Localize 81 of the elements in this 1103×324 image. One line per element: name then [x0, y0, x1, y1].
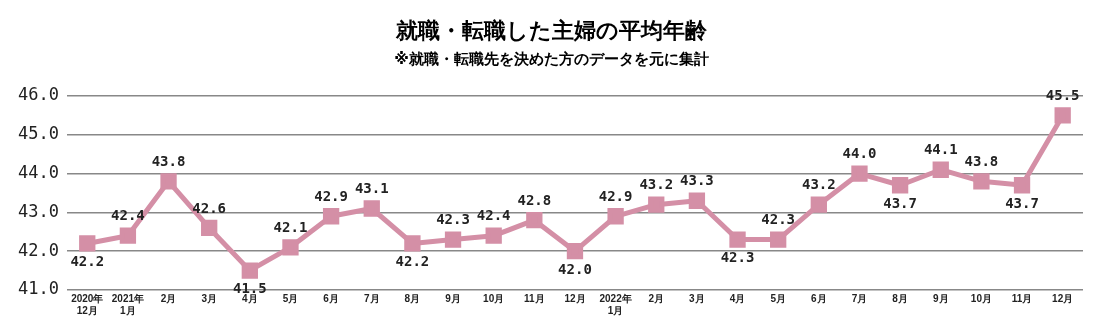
y-tick-label: 45.0: [17, 123, 59, 144]
x-tick-label: 5月: [282, 292, 299, 304]
x-tick-label: 10月: [483, 292, 505, 304]
data-label: 44.1: [923, 141, 958, 158]
chart-title: 就職・転職した主婦の平均年齢: [395, 17, 708, 45]
data-label: 43.2: [801, 176, 836, 193]
data-label: 43.8: [151, 153, 186, 169]
y-tick-label: 42.0: [17, 239, 59, 260]
x-tick-label: 12月: [1052, 292, 1074, 304]
point: [444, 231, 462, 248]
data-label: 42.4: [476, 207, 511, 224]
data-label: 42.9: [314, 187, 348, 204]
data-label: 43.7: [883, 194, 917, 211]
point: [648, 196, 665, 213]
data-label: 43.7: [1005, 194, 1039, 211]
point: [201, 219, 218, 237]
point: [1054, 107, 1071, 124]
x-tick-label: 6月: [323, 292, 339, 304]
data-label: 42.1: [273, 218, 308, 235]
data-label: 42.0: [558, 260, 592, 277]
data-label: 42.3: [436, 211, 470, 228]
point: [891, 177, 909, 194]
x-tick-label: 10月: [970, 292, 992, 304]
point: [485, 227, 502, 244]
chart-subtitle: ※就職・転職先を決めた方のデータを元に集計: [393, 50, 710, 70]
point: [119, 227, 137, 244]
y-tick-label: 43.0: [17, 200, 59, 221]
point: [241, 262, 258, 279]
data-label: 43.1: [354, 180, 389, 197]
point: [160, 173, 177, 190]
x-tick-label: 3月: [201, 292, 217, 304]
point: [1013, 177, 1031, 194]
data-label: 42.4: [111, 207, 145, 224]
x-tick-label: 12月: [564, 292, 586, 304]
point: [770, 231, 787, 248]
data-label: 44.0: [842, 145, 877, 162]
x-tick-label: 2月: [648, 292, 665, 304]
x-tick-label: 2021年 1月: [111, 292, 145, 316]
data-label: 43.8: [964, 153, 999, 169]
x-tick-label: 11月: [1011, 292, 1033, 304]
x-tick-label: 3月: [689, 292, 705, 304]
x-tick-label: 6月: [811, 292, 827, 304]
point: [79, 235, 96, 252]
data-label: 42.2: [70, 253, 105, 270]
x-tick-label: 4月: [729, 292, 746, 304]
point: [688, 192, 706, 209]
data-label: 42.2: [395, 253, 430, 270]
point: [851, 165, 868, 182]
x-tick-label: 5月: [770, 292, 786, 304]
point: [973, 173, 990, 190]
data-label: 42.8: [517, 191, 552, 208]
data-label: 42.3: [761, 211, 796, 228]
x-tick-label: 2月: [160, 292, 177, 304]
x-tick-label: 9月: [932, 292, 949, 304]
y-tick-label: 41.0: [17, 278, 59, 299]
x-tick-label: 11月: [524, 292, 545, 304]
y-tick-label: 44.0: [17, 162, 59, 183]
point: [322, 208, 340, 225]
data-label: 42.3: [720, 249, 755, 266]
point: [526, 212, 543, 229]
point: [607, 208, 624, 225]
y-tick-label: 46.0: [17, 84, 59, 105]
data-label: 43.2: [639, 176, 674, 193]
x-tick-label: 2020年 12月: [71, 292, 104, 316]
point: [810, 196, 827, 213]
x-tick-label: 7月: [851, 292, 868, 304]
point: [932, 161, 949, 178]
x-tick-label: 9月: [445, 292, 461, 304]
point: [282, 239, 299, 256]
x-tick-label: 7月: [363, 292, 380, 304]
point: [404, 235, 421, 252]
point: [566, 243, 584, 260]
point: [729, 231, 746, 248]
data-label: 45.5: [1045, 87, 1080, 104]
point: [363, 200, 380, 217]
x-tick-label: 8月: [892, 292, 908, 304]
data-label: 43.3: [680, 172, 714, 189]
data-label: 42.6: [192, 199, 227, 216]
data-label: 42.9: [598, 187, 633, 204]
x-tick-label: 2022年 1月: [599, 292, 632, 316]
x-tick-label: 8月: [404, 292, 421, 304]
